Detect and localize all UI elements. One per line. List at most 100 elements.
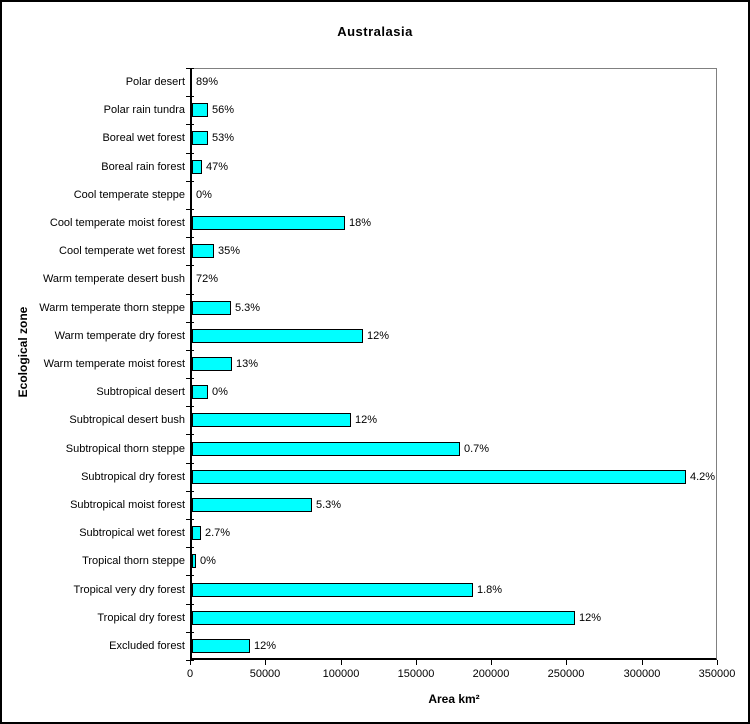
- category-label: Warm temperate desert bush: [42, 273, 185, 285]
- category-label: Subtropical thorn steppe: [65, 443, 185, 455]
- x-axis-tick: [491, 660, 492, 665]
- y-axis-tick: [186, 406, 194, 407]
- bar-value-label: 12%: [355, 414, 378, 427]
- category-label: Warm temperate moist forest: [43, 358, 185, 370]
- x-axis-tick-label: 350000: [698, 668, 736, 680]
- y-axis-tick: [186, 68, 194, 69]
- y-axis-tick: [186, 153, 194, 154]
- bar-value-label: 13%: [236, 358, 259, 370]
- bar: [192, 526, 201, 541]
- category-label: Subtropical moist forest: [70, 499, 185, 511]
- category-label: Polar desert: [125, 76, 185, 88]
- bar-value-label: 53%: [212, 132, 235, 145]
- y-axis-tick: [186, 96, 194, 97]
- x-axis-tick-label: 150000: [397, 668, 435, 680]
- y-axis-tick: [186, 124, 194, 125]
- y-axis-tick: [186, 265, 194, 266]
- bar-value-label: 4.2%: [690, 470, 716, 483]
- x-axis-title: Area km²: [428, 692, 480, 706]
- category-label: Subtropical dry forest: [81, 471, 185, 483]
- y-axis-tick: [186, 378, 194, 379]
- bar: [192, 582, 473, 597]
- category-label: Warm temperate dry forest: [54, 330, 185, 342]
- y-axis-tick: [186, 434, 194, 435]
- x-axis-tick: [265, 660, 266, 665]
- bar: [192, 638, 250, 653]
- bar: [192, 385, 208, 400]
- bar: [192, 131, 208, 146]
- y-axis-tick: [186, 632, 194, 633]
- category-label: Boreal wet forest: [102, 132, 185, 144]
- x-axis-tick-label: 200000: [472, 668, 510, 680]
- bar-value-label: 5.3%: [235, 301, 261, 314]
- bar: [192, 413, 351, 428]
- bar: [192, 469, 686, 484]
- bar-value-label: 56%: [212, 104, 235, 117]
- y-axis-tick: [186, 463, 194, 464]
- y-axis-tick: [186, 575, 194, 576]
- category-label: Polar rain tundra: [103, 104, 185, 116]
- y-axis-title: Ecological zone: [16, 306, 30, 398]
- bar-value-label: 0.7%: [464, 442, 490, 455]
- bar: [192, 554, 196, 569]
- x-axis-tick: [717, 660, 718, 665]
- bar-value-label: 89%: [196, 76, 219, 89]
- bar: [192, 300, 231, 315]
- y-axis-tick: [186, 491, 194, 492]
- y-axis-tick: [186, 237, 194, 238]
- category-label: Cool temperate wet forest: [59, 245, 185, 257]
- bar-value-label: 12%: [254, 639, 277, 652]
- bar: [192, 216, 345, 231]
- category-label: Tropical thorn steppe: [82, 555, 185, 567]
- bar-value-label: 47%: [206, 160, 229, 173]
- bar: [192, 159, 202, 174]
- x-axis-tick-label: 250000: [547, 668, 585, 680]
- y-axis-tick: [186, 181, 194, 182]
- bar: [192, 497, 312, 512]
- y-axis-tick: [186, 294, 194, 295]
- bar-value-label: 1.8%: [477, 583, 503, 596]
- category-label: Warm temperate thorn steppe: [39, 302, 185, 314]
- category-label: Subtropical desert bush: [69, 414, 185, 426]
- bar-value-label: 0%: [200, 555, 216, 568]
- bar: [192, 328, 363, 343]
- x-axis-tick: [190, 660, 191, 665]
- bar-value-label: 5.3%: [316, 498, 342, 511]
- x-axis-tick-label: 50000: [249, 668, 281, 680]
- x-axis-tick: [416, 660, 417, 665]
- x-axis-tick-label: 0: [186, 668, 194, 680]
- category-label: Cool temperate moist forest: [49, 217, 185, 229]
- y-axis-tick: [186, 209, 194, 210]
- category-label: Excluded forest: [109, 640, 185, 652]
- y-axis-tick: [186, 350, 194, 351]
- bar-value-label: 2.7%: [205, 527, 231, 540]
- category-label: Subtropical desert: [96, 386, 185, 398]
- y-axis-tick: [186, 519, 194, 520]
- category-label: Tropical dry forest: [97, 612, 185, 624]
- bar-value-label: 72%: [196, 273, 219, 286]
- plot-area: 89% 56% 53% 47% 0% 18% 35% 72% 5.3% 12% 13% 0% 12% 0.…: [190, 68, 717, 660]
- y-axis-tick: [186, 604, 194, 605]
- x-axis-tick: [566, 660, 567, 665]
- bar-value-label: 0%: [196, 188, 212, 201]
- y-axis-tick: [186, 322, 194, 323]
- y-axis-tick: [186, 547, 194, 548]
- bar: [192, 441, 460, 456]
- bar-value-label: 18%: [349, 217, 372, 230]
- category-label: Subtropical wet forest: [79, 527, 185, 539]
- category-label: Boreal rain forest: [101, 161, 185, 173]
- bar-value-label: 35%: [218, 245, 241, 258]
- chart-title: Australasia: [337, 24, 413, 39]
- x-axis-tick-label: 100000: [322, 668, 360, 680]
- bar-value-label: 12%: [579, 611, 602, 624]
- bar: [192, 103, 208, 118]
- x-axis-tick: [642, 660, 643, 665]
- category-label: Cool temperate steppe: [73, 189, 185, 201]
- bar: [192, 244, 214, 259]
- category-label: Tropical very dry forest: [73, 584, 185, 596]
- bar-value-label: 0%: [212, 386, 228, 399]
- x-axis-tick-label: 300000: [623, 668, 661, 680]
- x-axis-tick: [341, 660, 342, 665]
- bar: [192, 610, 575, 625]
